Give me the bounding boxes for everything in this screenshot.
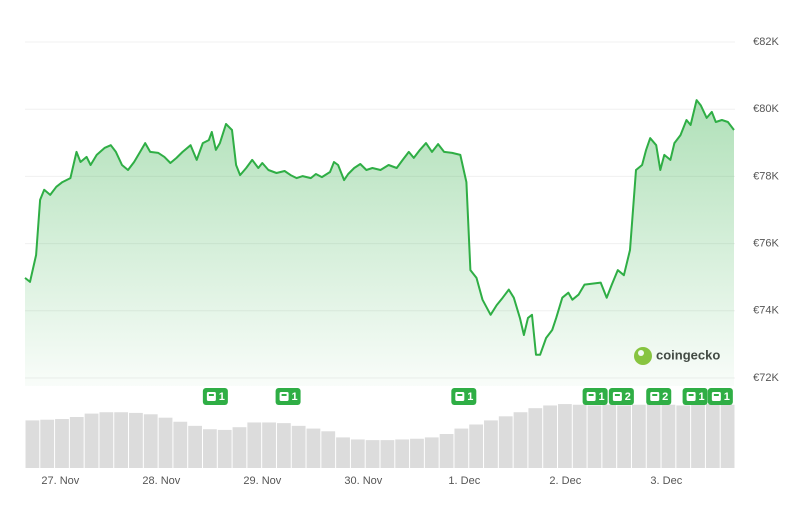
event-badge-icon	[455, 392, 465, 401]
event-badge-count: 2	[662, 391, 668, 403]
y-tick-label: €78K	[753, 170, 779, 182]
volume-bar	[276, 423, 291, 468]
volume-bar	[69, 417, 84, 468]
y-tick-label: €82K	[753, 36, 779, 48]
volume-bar	[395, 439, 410, 468]
event-badge-icon-line	[614, 394, 620, 396]
event-badge: 1	[451, 388, 477, 405]
event-badge: 1	[582, 388, 608, 405]
event-badge-count: 2	[625, 391, 631, 403]
volume-bar	[691, 404, 705, 468]
volume-bar	[439, 434, 454, 468]
event-badge-icon-line	[713, 394, 719, 396]
event-badge-count: 1	[599, 391, 605, 403]
event-badge-icon	[612, 392, 622, 401]
volume-bar	[321, 431, 336, 468]
volume-bar	[84, 413, 99, 468]
volume-bar	[203, 429, 217, 468]
y-tick-label: €74K	[753, 305, 779, 317]
volume-bar	[617, 405, 631, 468]
volume-bar	[143, 414, 158, 468]
x-tick-label: 3. Dec	[650, 475, 682, 487]
volume-bar	[587, 405, 602, 468]
event-badge-icon	[279, 392, 289, 401]
event-badge-icon-line	[457, 394, 463, 396]
volume-bar	[262, 422, 276, 468]
volume-bar	[572, 404, 587, 468]
volume-bar	[498, 416, 513, 468]
volume-bar	[513, 412, 528, 468]
volume-bar	[469, 424, 484, 468]
price-line	[24, 99, 735, 356]
volume-bar	[543, 405, 557, 468]
y-tick-label: €76K	[753, 238, 779, 250]
event-badge-icon	[206, 392, 216, 401]
event-badge-icon-line	[208, 394, 214, 396]
event-badge: 1	[682, 388, 708, 405]
volume-bar	[291, 425, 306, 468]
volume-bar	[188, 425, 202, 468]
y-tick-label: €72K	[753, 372, 779, 384]
event-badge-icon-line	[688, 394, 694, 396]
event-badge-count: 1	[699, 391, 705, 403]
volume-bar	[454, 428, 469, 468]
volume-bar	[410, 438, 424, 468]
volume-bar	[99, 412, 114, 468]
volume-bar	[232, 427, 247, 468]
volume-bar	[365, 440, 380, 468]
volume-bar	[247, 422, 262, 468]
volume-bar	[646, 404, 661, 468]
volume-bar	[217, 429, 232, 468]
event-badge-count: 1	[292, 391, 298, 403]
event-badge: 2	[608, 388, 634, 405]
volume-bar	[173, 421, 188, 468]
volume-bar	[484, 420, 498, 468]
volume-bar	[424, 437, 439, 468]
event-badge-count: 1	[467, 391, 473, 403]
event-badge-count: 1	[219, 391, 225, 403]
event-badge: 2	[646, 388, 672, 405]
volume-bar	[558, 404, 572, 468]
volume-bar	[129, 412, 143, 468]
event-badge-icon	[586, 392, 596, 401]
volume-bar	[720, 404, 735, 468]
event-badge-icon	[686, 392, 696, 401]
volume-bar	[25, 420, 40, 468]
x-tick-label: 2. Dec	[549, 475, 581, 487]
event-badge-icon	[650, 392, 660, 401]
volume-bar	[336, 437, 350, 468]
x-tick-label: 27. Nov	[41, 475, 79, 487]
volume-bar	[631, 404, 646, 468]
volume-bar	[40, 419, 55, 468]
volume-bar	[661, 404, 676, 468]
price-area	[25, 100, 734, 386]
event-badge-icon-line	[588, 394, 594, 396]
x-tick-label: 29. Nov	[243, 475, 281, 487]
volume-bar	[55, 419, 69, 468]
y-tick-label: €80K	[753, 103, 779, 115]
volume-bar	[380, 440, 395, 468]
volume-bar	[705, 404, 720, 468]
x-tick-label: 30. Nov	[344, 475, 382, 487]
volume-bar	[676, 405, 691, 468]
event-badge-count: 1	[724, 391, 730, 403]
x-tick-label: 28. Nov	[142, 475, 180, 487]
event-badge: 1	[202, 388, 228, 405]
volume-bar	[350, 439, 365, 468]
event-badge-icon-line	[281, 394, 287, 396]
event-badge-icon-line	[652, 394, 658, 396]
volume-bar	[306, 428, 321, 468]
volume-bar	[528, 408, 543, 468]
event-badge: 1	[707, 388, 733, 405]
volume-bar	[602, 404, 617, 468]
event-badge: 1	[275, 388, 301, 405]
volume-bar	[114, 412, 129, 468]
x-tick-label: 1. Dec	[448, 475, 480, 487]
event-badge-icon	[711, 392, 721, 401]
volume-bar	[158, 417, 173, 468]
